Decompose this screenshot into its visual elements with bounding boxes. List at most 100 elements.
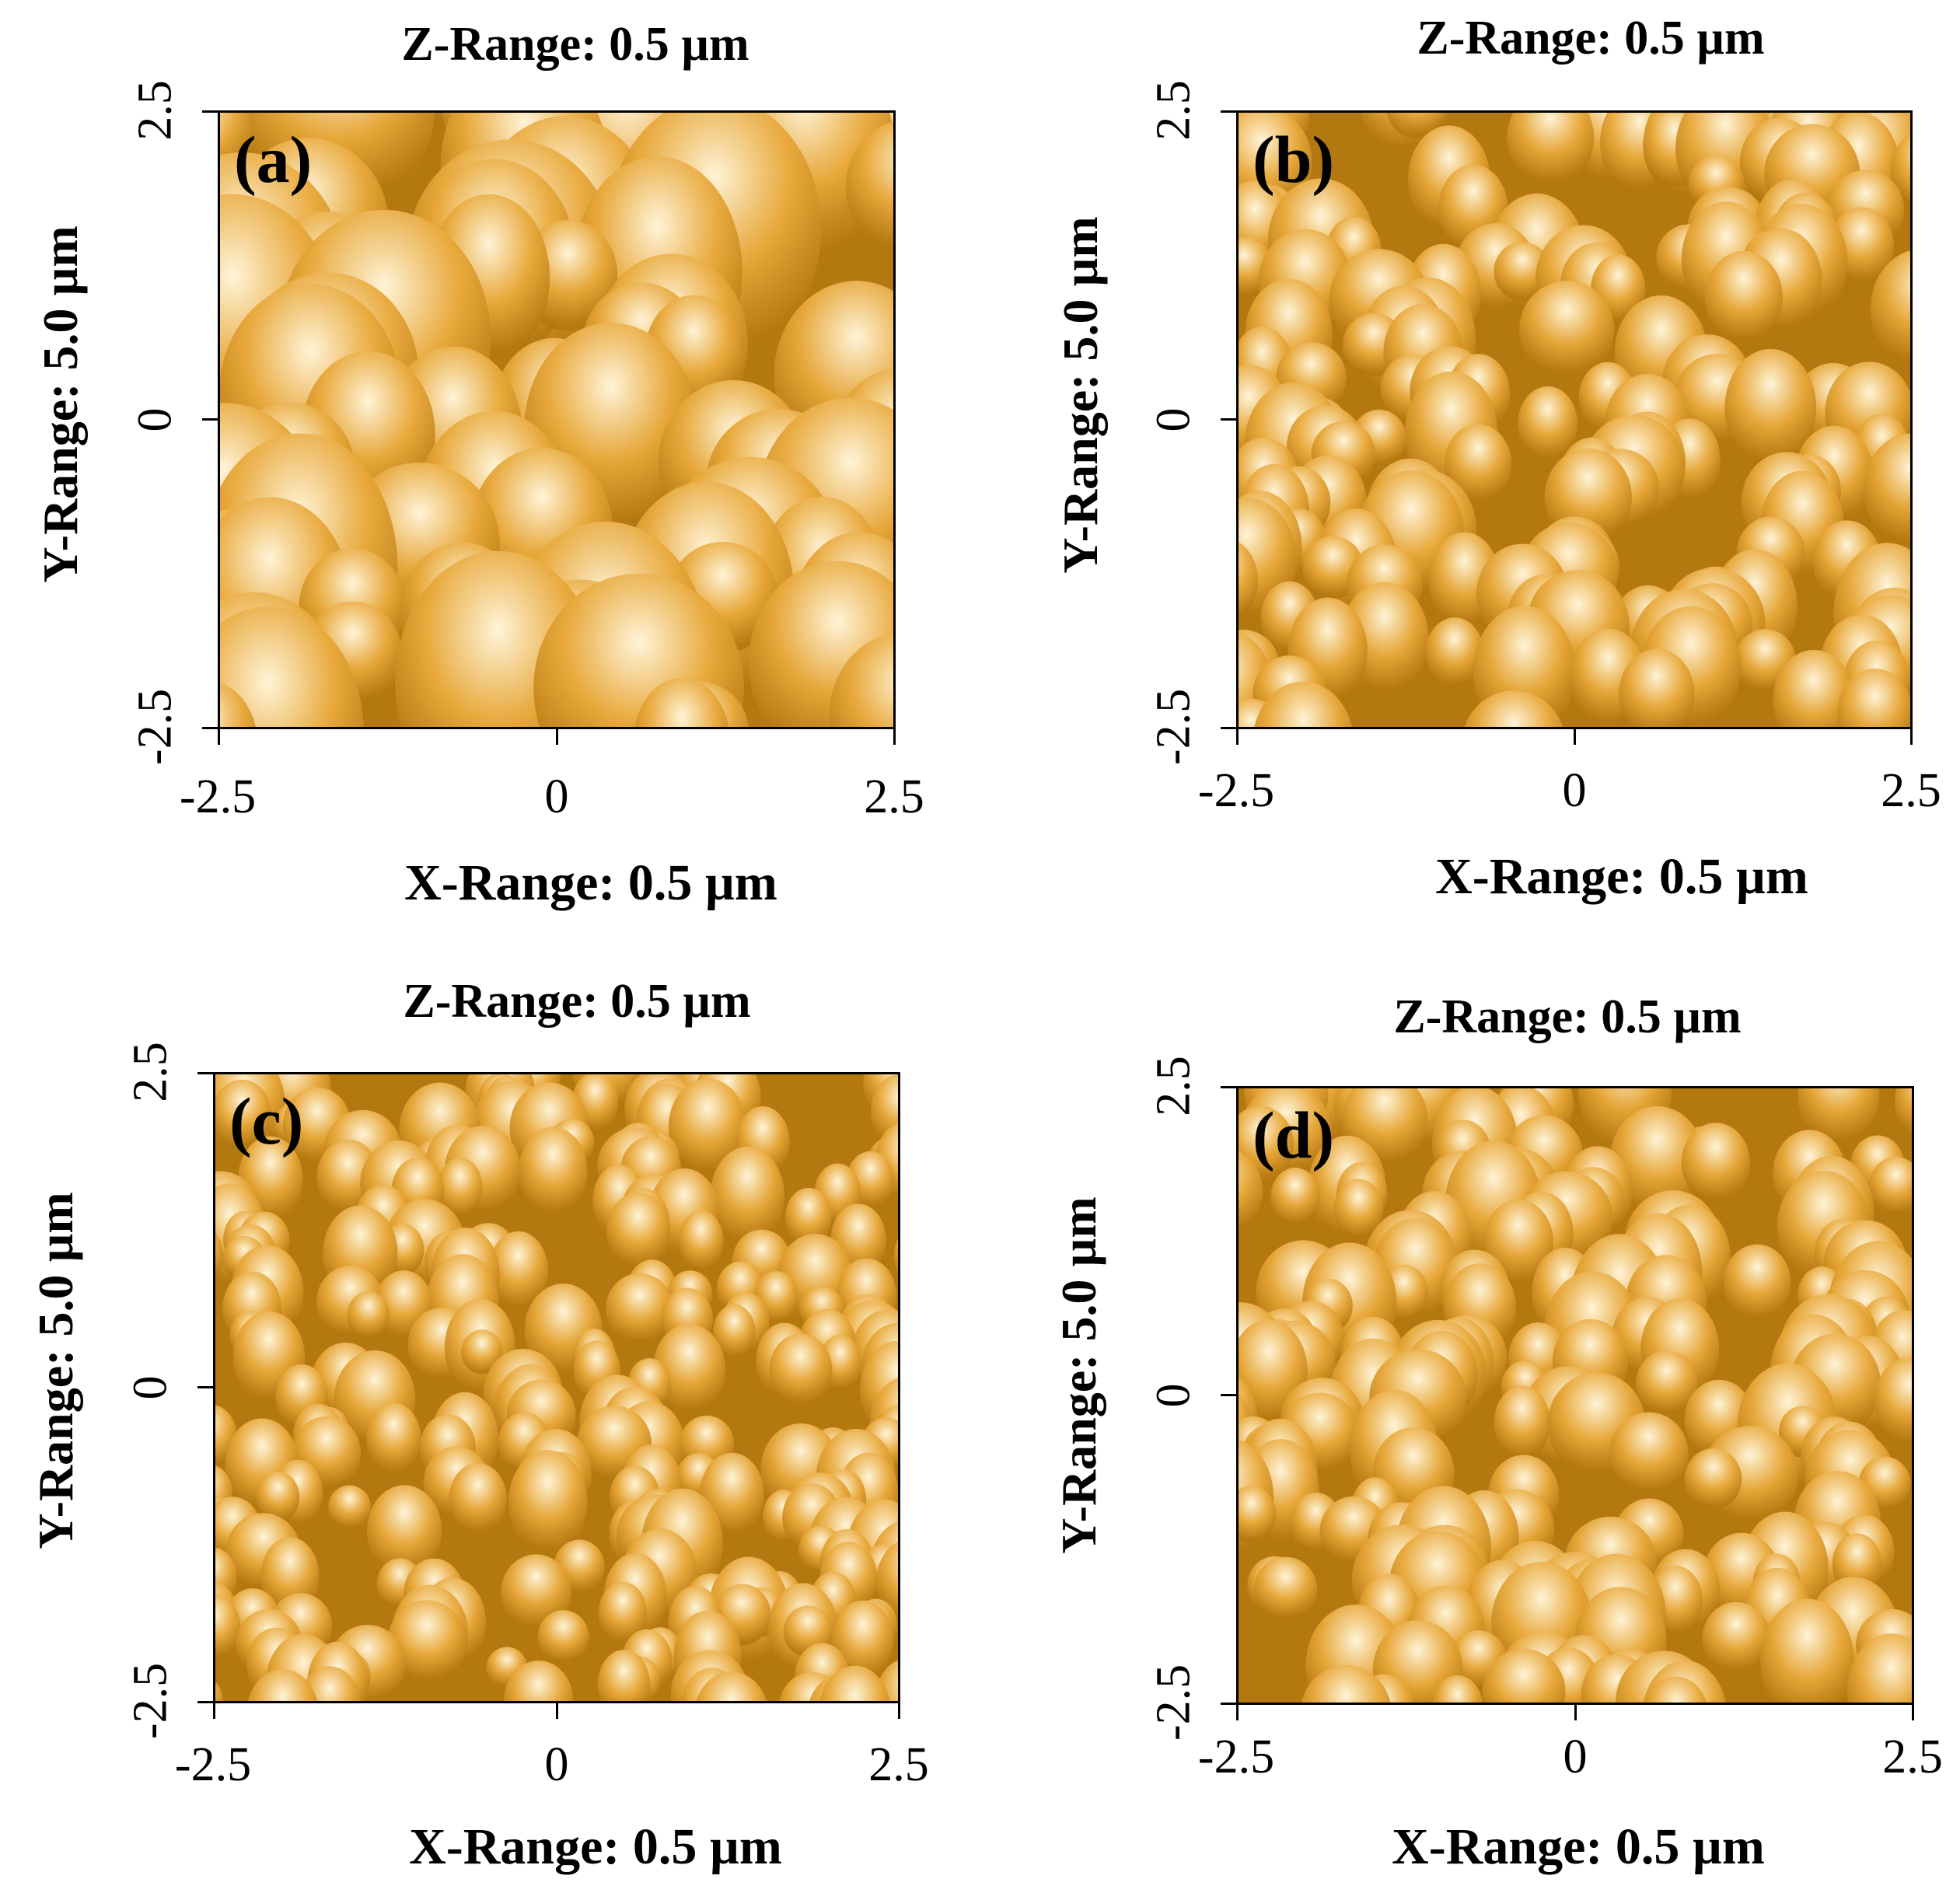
x-tick-label: 2.5 (1881, 764, 1941, 817)
x-tick-label: 0 (1562, 764, 1587, 817)
panel-b: Z-Range: 0.5 µm Y-Range: 5.0 µm (b) 2.5 … (980, 0, 1959, 943)
surface-grain (1681, 1123, 1750, 1203)
surface-grain (488, 1231, 549, 1311)
surface-grain (247, 1668, 317, 1701)
panel-label: (d) (1253, 1098, 1335, 1172)
surface-grain (1519, 281, 1615, 379)
afm-surface (220, 113, 893, 727)
surface-grain (597, 1650, 651, 1701)
x-tick-mark (218, 729, 220, 745)
x-tick-label: -2.5 (179, 770, 257, 823)
x-tick-mark (1574, 1705, 1577, 1720)
y-tick-mark (1221, 1086, 1236, 1088)
panel-label: (c) (229, 1084, 304, 1158)
y-tick-mark (1221, 1394, 1236, 1396)
panel-c: Z-Range: 0.5 µm Y-Range: 5.0 µm (c) 2.5 … (0, 943, 980, 1886)
surface-grain (1445, 424, 1512, 505)
z-range-title: Z-Range: 0.5 µm (1393, 990, 1742, 1043)
x-range-title: X-Range: 0.5 µm (409, 1818, 782, 1875)
surface-grain (829, 633, 893, 727)
surface-grain (449, 1462, 507, 1535)
surface-grain (508, 1450, 588, 1556)
x-tick-mark (556, 1703, 558, 1719)
y-tick-mark (202, 110, 218, 113)
x-tick-mark (1912, 1705, 1914, 1720)
x-range-title: X-Range: 0.5 µm (404, 854, 777, 911)
surface-grain (1239, 542, 1259, 619)
y-tick-mark (202, 727, 218, 729)
surface-grain (1239, 1151, 1263, 1231)
surface-grain (1619, 648, 1695, 727)
surface-grain (1518, 386, 1577, 462)
surface-grain (1270, 1167, 1320, 1226)
surface-grain (386, 1600, 466, 1684)
surface-grain (1723, 1244, 1791, 1321)
surface-grain (1864, 433, 1910, 547)
x-range-title: X-Range: 0.5 µm (1435, 848, 1808, 905)
y-tick-label: 2.5 (1147, 1056, 1200, 1116)
surface-grain (1874, 1358, 1912, 1445)
surface-grain (1645, 1676, 1707, 1703)
panel-a: Z-Range: 0.5 µm Y-Range: 5.0 µm (a) 2.5 … (0, 0, 980, 943)
surface-grain (256, 1472, 300, 1522)
surface-grain (437, 1158, 483, 1218)
surface-grain (1724, 348, 1817, 467)
afm-image: (a) (218, 110, 896, 729)
y-tick-label: 0 (1147, 1383, 1200, 1408)
x-tick-mark (893, 729, 896, 745)
y-tick-mark (202, 418, 218, 421)
surface-grain (1464, 690, 1563, 727)
x-tick-label: 2.5 (1882, 1731, 1943, 1783)
y-tick-label: -2.5 (1147, 1664, 1200, 1741)
y-tick-mark (197, 1701, 213, 1703)
surface-grain (1609, 1105, 1705, 1217)
surface-grain (1869, 1157, 1912, 1216)
z-range-title: Z-Range: 0.5 µm (1417, 12, 1765, 65)
y-tick-label: 0 (128, 407, 182, 432)
surface-grain (1684, 1448, 1742, 1510)
surface-grain (1846, 1633, 1912, 1703)
surface-grain (1704, 250, 1783, 344)
surface-grain (215, 1594, 241, 1661)
surface-grain (1609, 1412, 1689, 1494)
surface-grain (215, 1232, 224, 1277)
surface-grain (215, 1079, 272, 1149)
x-tick-label: -2.5 (1197, 764, 1275, 817)
y-tick-mark (1221, 727, 1236, 729)
y-tick-mark (197, 1386, 213, 1388)
surface-grain (710, 1146, 784, 1246)
surface-grain (1702, 1601, 1770, 1674)
panel-label: (a) (234, 122, 313, 197)
surface-grain (832, 1600, 894, 1682)
surface-grain (769, 1333, 833, 1407)
x-tick-label: 0 (544, 1738, 569, 1791)
afm-image: (b) (1236, 110, 1913, 729)
surface-grain (220, 606, 364, 727)
x-tick-label: 2.5 (868, 1738, 929, 1791)
surface-grain (504, 1661, 574, 1701)
x-tick-mark (556, 729, 558, 745)
surface-grain (537, 1610, 589, 1664)
surface-grain (668, 1078, 747, 1176)
surface-grain (1507, 113, 1595, 187)
afm-image: (d) (1236, 1086, 1914, 1705)
surface-grain (461, 1329, 503, 1374)
surface-grain (819, 1665, 890, 1701)
surface-grain (1894, 1088, 1912, 1137)
panel-label: (b) (1253, 122, 1335, 197)
y-tick-label: 2.5 (128, 80, 182, 141)
x-tick-label: -2.5 (1197, 1731, 1275, 1783)
y-tick-mark (1221, 418, 1236, 421)
surface-grain (606, 1273, 674, 1345)
surface-grain (893, 1238, 898, 1273)
surface-grain (1254, 681, 1353, 727)
surface-grain (598, 1581, 647, 1644)
y-range-title: Y-Range: 5.0 µm (28, 1192, 83, 1549)
surface-grain (1254, 1556, 1318, 1622)
surface-grain (328, 1485, 372, 1530)
surface-grain (1760, 1598, 1854, 1703)
y-tick-mark (1221, 1703, 1236, 1705)
z-range-title: Z-Range: 0.5 µm (401, 18, 749, 71)
x-tick-label: 0 (544, 770, 569, 823)
x-range-title: X-Range: 0.5 µm (1392, 1818, 1765, 1875)
